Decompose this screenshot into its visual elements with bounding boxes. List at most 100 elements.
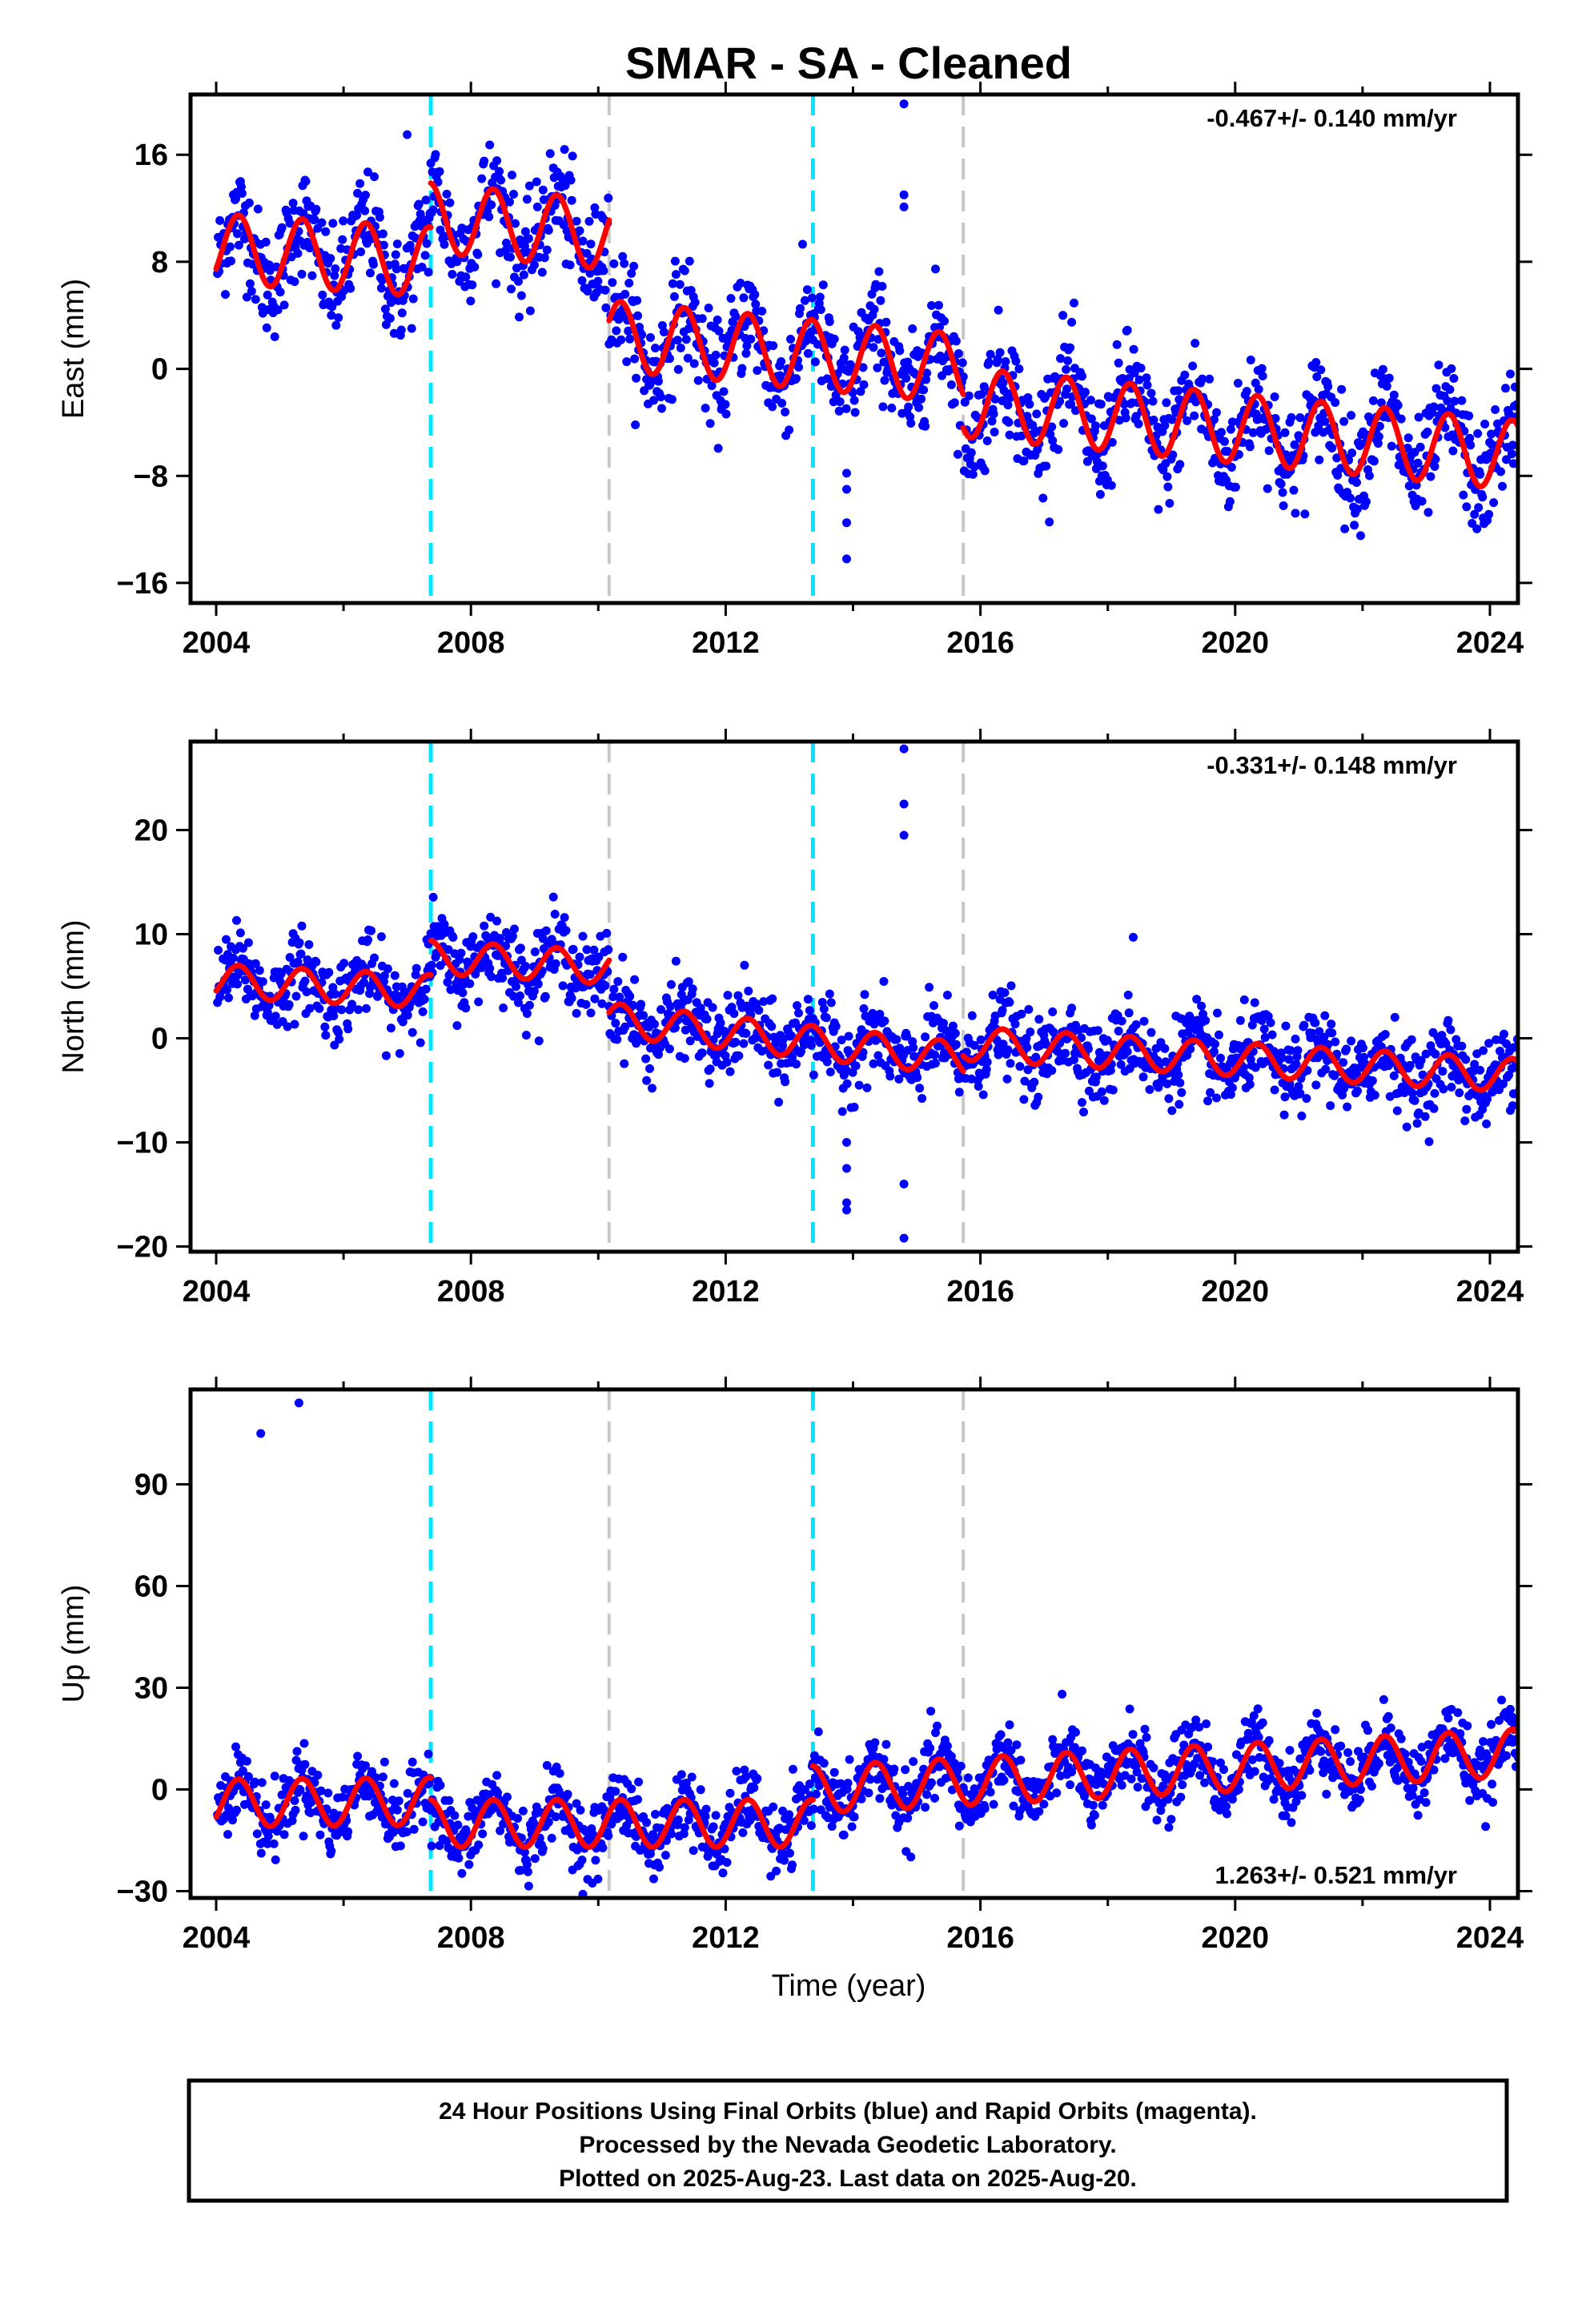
north-point <box>754 1006 764 1015</box>
east-point <box>492 279 501 288</box>
east-outlier-point <box>1568 227 1577 235</box>
east-point <box>1347 411 1356 420</box>
north-point <box>1508 1101 1517 1111</box>
north-outlier-point <box>1575 1175 1582 1184</box>
east-point <box>746 334 756 344</box>
east-point <box>921 375 931 384</box>
up-point <box>785 1810 794 1819</box>
north-point <box>512 982 520 991</box>
east-point <box>1552 473 1560 482</box>
north-point <box>305 1003 315 1013</box>
east-point <box>360 206 370 215</box>
east-point <box>1350 521 1359 530</box>
east-point <box>1300 509 1310 519</box>
north-point <box>329 1011 339 1021</box>
north-point <box>335 1035 344 1044</box>
east-point <box>1081 388 1090 397</box>
east-point <box>317 218 327 227</box>
east-point <box>1553 427 1562 436</box>
north-point <box>1552 1118 1560 1127</box>
east-point <box>849 396 859 405</box>
north-point <box>362 1003 371 1013</box>
up-point <box>634 1777 644 1787</box>
up-point <box>870 1738 880 1747</box>
north-point <box>1277 1053 1287 1063</box>
east-point <box>339 216 348 226</box>
north-point <box>1380 1030 1390 1039</box>
east-point <box>818 280 828 290</box>
east-point <box>685 256 694 266</box>
north-point <box>609 984 619 994</box>
east-point <box>1131 412 1141 421</box>
east-point <box>1568 428 1576 437</box>
east-outlier-point <box>842 554 851 564</box>
north-point <box>558 981 568 991</box>
east-point <box>448 270 457 279</box>
east-point <box>1180 370 1190 380</box>
up-point <box>1166 1815 1176 1824</box>
north-point <box>739 1039 749 1048</box>
east-point <box>1038 493 1048 503</box>
east-point <box>1271 414 1280 423</box>
north-point <box>575 952 584 962</box>
east-point <box>1014 364 1024 374</box>
north-point <box>1527 1055 1536 1064</box>
north-point <box>1543 1084 1552 1092</box>
north-point <box>894 1075 904 1084</box>
east-point <box>908 324 917 333</box>
east-point <box>1532 439 1540 448</box>
east-point <box>1539 491 1548 500</box>
north-point <box>1443 1015 1453 1025</box>
up-point <box>323 1788 333 1798</box>
east-point <box>697 314 707 324</box>
east-point <box>468 280 477 290</box>
east-point <box>707 381 717 391</box>
up-point <box>1012 1740 1022 1750</box>
east-point <box>279 300 289 310</box>
north-point <box>541 926 551 935</box>
east-point <box>841 404 851 413</box>
up-point <box>457 1868 467 1878</box>
east-point <box>1246 356 1255 364</box>
east-point <box>1134 375 1144 384</box>
east-point <box>1473 428 1483 438</box>
east-point <box>1114 358 1123 368</box>
east-point <box>1001 357 1010 366</box>
east-point <box>768 402 777 412</box>
east-point <box>1498 481 1507 491</box>
north-point <box>560 913 569 923</box>
east-point <box>1554 430 1563 439</box>
up-point <box>576 1805 585 1815</box>
up-point <box>555 1769 564 1778</box>
east-point <box>1508 440 1517 450</box>
north-point <box>1131 1020 1141 1029</box>
north-point <box>788 1052 797 1062</box>
north-point <box>330 1040 339 1050</box>
east-point <box>1449 374 1459 383</box>
up-point <box>696 1785 705 1795</box>
east-point <box>1548 424 1557 432</box>
north-point <box>821 1013 831 1023</box>
north-point <box>1002 1074 1012 1084</box>
east-point <box>290 277 299 287</box>
east-point <box>1559 433 1568 442</box>
up-point <box>1202 1719 1211 1729</box>
north-point <box>837 1107 847 1116</box>
east-point <box>625 334 635 344</box>
east-point <box>993 355 1002 364</box>
north-point <box>725 1067 735 1076</box>
up-point <box>315 1830 325 1839</box>
north-point <box>1291 1034 1300 1043</box>
north-rapid-point <box>1577 1037 1582 1046</box>
east-point <box>1225 497 1235 506</box>
north-outlier-point <box>899 799 909 809</box>
east-point <box>507 284 516 294</box>
up-point <box>299 1831 308 1841</box>
east-point <box>646 333 655 342</box>
east-point <box>1488 440 1497 449</box>
east-point <box>777 399 787 408</box>
north-point <box>1177 1088 1186 1097</box>
north-point <box>421 984 431 994</box>
north-point <box>1544 1100 1552 1108</box>
north-point <box>1003 1045 1013 1055</box>
